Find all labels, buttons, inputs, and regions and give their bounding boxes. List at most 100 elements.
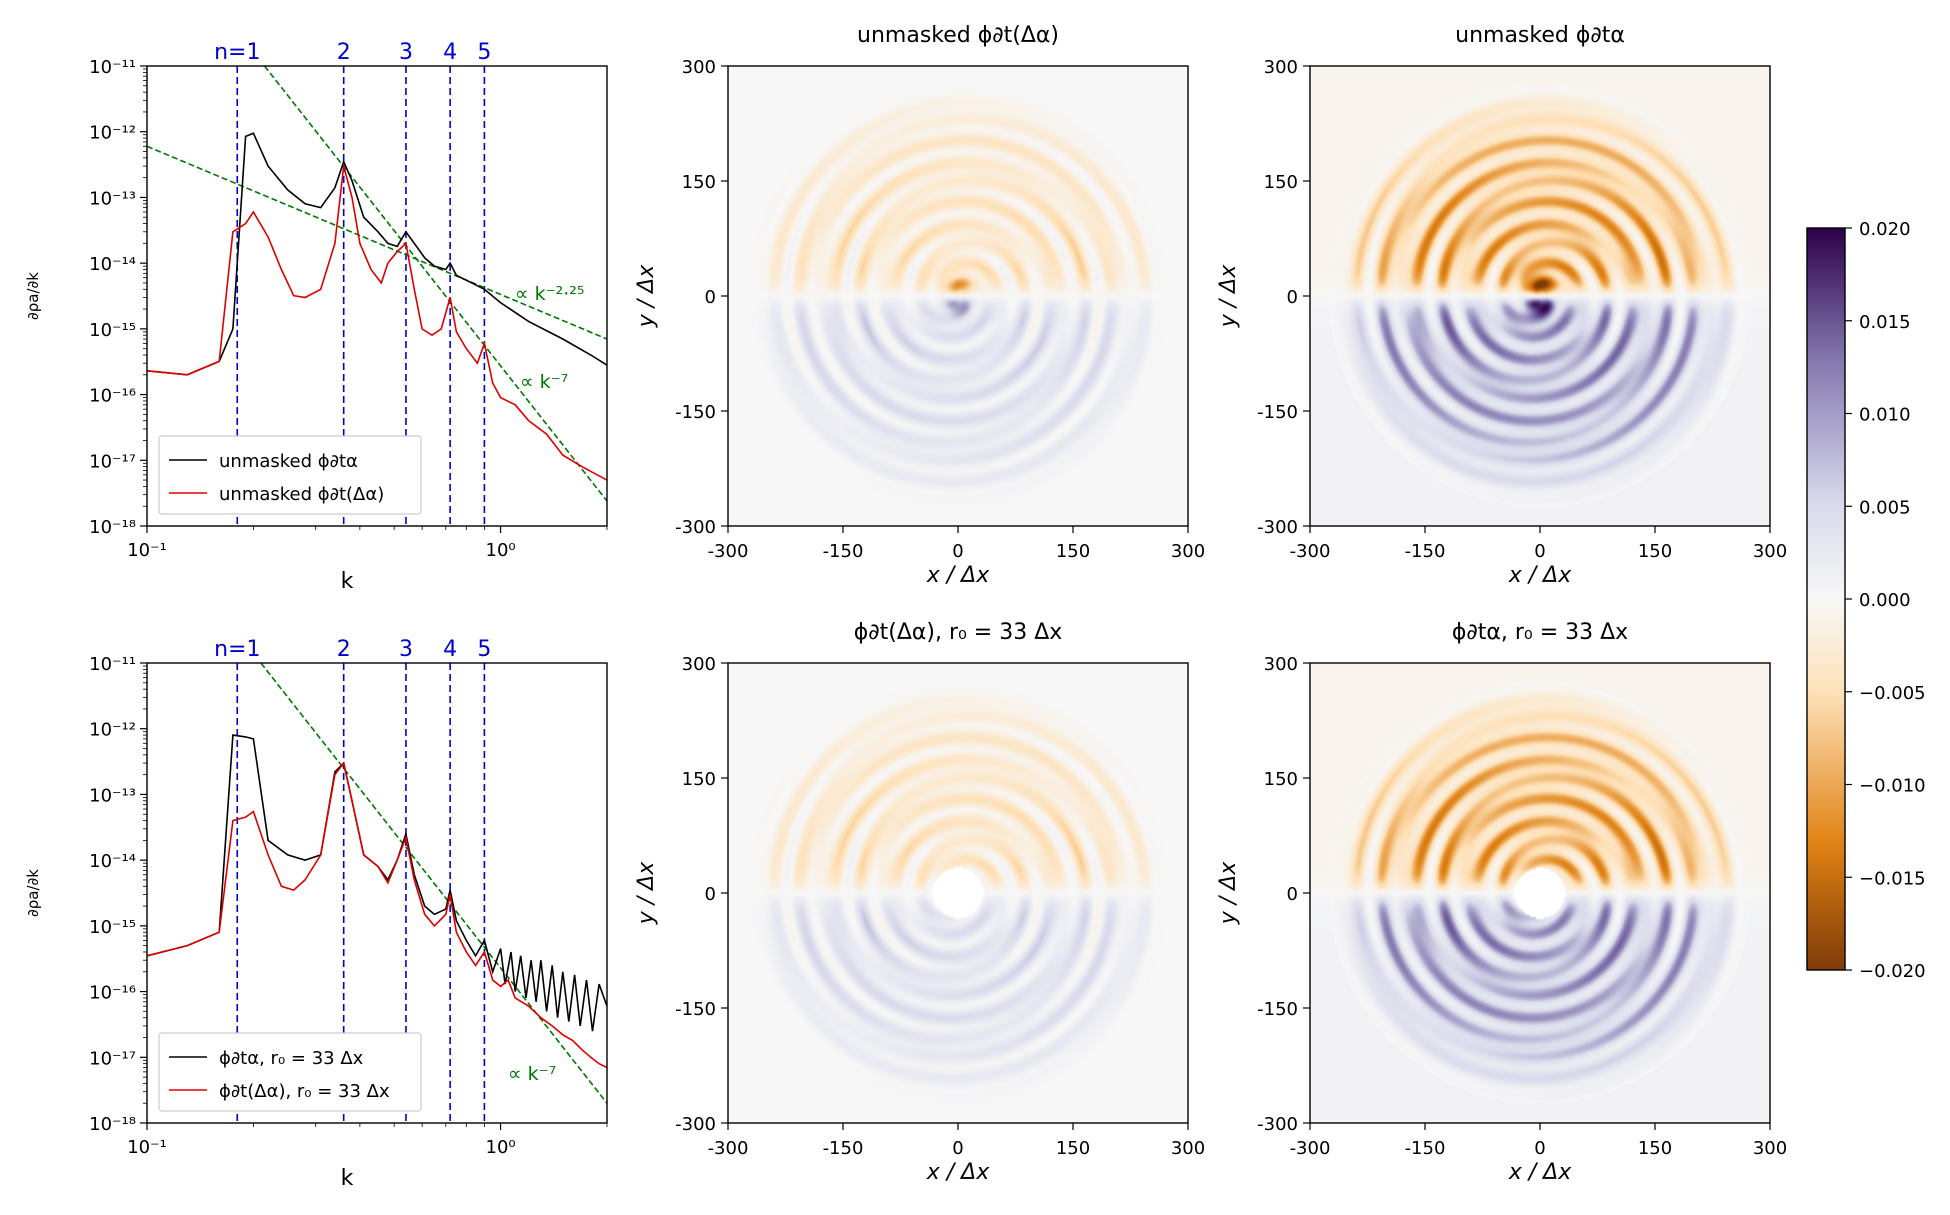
harmonic-label-1: n=1 — [214, 40, 260, 65]
heatmap-title: ϕ∂tα, r₀ = 33 Δx — [1452, 620, 1628, 645]
power-law-fit-1 — [260, 663, 607, 1104]
fit-label-1: ∝ k⁻²·²⁵ — [515, 283, 585, 305]
x-tick-label: 0 — [952, 1138, 963, 1159]
colorbar-tick-label: −0.015 — [1859, 868, 1926, 889]
series-line-2 — [147, 165, 607, 481]
x-tick-label: 150 — [1056, 1138, 1090, 1159]
series-line-2 — [147, 761, 607, 1069]
y-tick-label: 10⁻¹⁸ — [89, 1114, 136, 1135]
harmonic-label-3: 3 — [399, 40, 413, 65]
x-tick-label: -300 — [708, 541, 749, 562]
x-axis-label: k — [341, 569, 354, 594]
x-tick-label: -150 — [823, 541, 864, 562]
colorbar-tick-label: −0.005 — [1859, 683, 1926, 704]
y-tick-label: -150 — [675, 402, 716, 423]
y-tick-label: 150 — [682, 172, 716, 193]
colorbar-tick-label: 0.000 — [1859, 590, 1911, 611]
heatmap-panel-3: ϕ∂t(Δα), r₀ = 33 Δx -300 -150 0 150 300 300 150… — [634, 620, 1205, 1185]
power-law-fit-1 — [147, 145, 607, 340]
y-tick-label: 10⁻¹⁷ — [89, 1048, 136, 1069]
x-axis-label: k — [341, 1166, 354, 1191]
heatmap-title: unmasked ϕ∂t(Δα) — [857, 23, 1059, 48]
y-tick-label: 300 — [1264, 654, 1298, 675]
heatmap-panel-1: unmasked ϕ∂t(Δα) -300 -150 0 150 300 300 150 0 -1… — [634, 23, 1205, 588]
y-axis-label: y / Δx — [1216, 264, 1241, 328]
plot-layer: n=1 2 3 4 5 ∝ k⁻²·²⁵ ∝ k⁻⁷ 10⁻¹¹ 10⁻¹² 10⁻¹³ 10⁻¹⁴… — [24, 23, 1926, 1191]
heatmap-panel-2: unmasked ϕ∂tα -300 -150 0 150 300 300 150 0 -150 -… — [1216, 23, 1787, 588]
x-axis-label: x / Δx — [1508, 563, 1572, 588]
y-axis-label: y / Δx — [1216, 861, 1241, 925]
harmonic-label-2: 2 — [337, 40, 351, 65]
x-tick-label: 0 — [952, 541, 963, 562]
harmonic-label-4: 4 — [443, 40, 457, 65]
axes-frame — [146, 65, 608, 527]
x-tick-label: 150 — [1638, 541, 1672, 562]
fit-label-1: ∝ k⁻⁷ — [508, 1063, 556, 1085]
y-tick-label: 0 — [1287, 884, 1298, 905]
series-line-1 — [147, 734, 607, 1032]
x-tick-label: 300 — [1753, 1138, 1787, 1159]
y-tick-label: 150 — [682, 769, 716, 790]
spectrum-panel-1: n=1 2 3 4 5 ∝ k⁻²·²⁵ ∝ k⁻⁷ 10⁻¹¹ 10⁻¹² 10⁻¹³ 10⁻¹⁴… — [24, 40, 608, 594]
heatmap-image — [1310, 66, 1770, 526]
x-tick-label: -150 — [1405, 541, 1446, 562]
y-tick-label: 10⁻¹⁴ — [89, 254, 136, 275]
y-tick-label: -300 — [675, 1114, 716, 1135]
colorbar-tick-label: −0.020 — [1859, 961, 1926, 982]
harmonic-label-2: 2 — [337, 637, 351, 662]
y-tick-label: -300 — [675, 517, 716, 538]
x-tick-label: 10⁰ — [486, 1137, 516, 1158]
y-axis-label: ∂ρa/∂k — [24, 272, 42, 320]
colorbar-tick-label: 0.005 — [1859, 497, 1911, 518]
power-law-fit-2 — [263, 66, 607, 502]
x-tick-label: -300 — [1290, 1138, 1331, 1159]
x-axis-label: x / Δx — [1508, 1160, 1572, 1185]
fit-label-2: ∝ k⁻⁷ — [520, 371, 568, 393]
y-tick-label: -300 — [1257, 1114, 1298, 1135]
series-line-1 — [147, 132, 607, 376]
y-tick-label: 10⁻¹⁶ — [89, 983, 136, 1004]
y-tick-label: -150 — [675, 999, 716, 1020]
x-tick-label: 10⁻¹ — [127, 540, 167, 561]
plot-area — [147, 663, 607, 1123]
y-tick-label: 0 — [705, 884, 716, 905]
x-tick-label: -300 — [708, 1138, 749, 1159]
y-tick-label: -150 — [1257, 402, 1298, 423]
x-tick-label: 10⁻¹ — [127, 1137, 167, 1158]
colorbar-tick-label: 0.015 — [1859, 312, 1911, 333]
legend-label-1: ϕ∂tα, r₀ = 33 Δx — [219, 1048, 364, 1069]
colorbar-tick-label: 0.010 — [1859, 405, 1911, 426]
y-axis-label: ∂ρa/∂k — [24, 869, 42, 917]
y-tick-label: 10⁻¹¹ — [89, 57, 136, 78]
y-tick-label: 10⁻¹⁸ — [89, 517, 136, 538]
harmonic-label-5: 5 — [477, 637, 491, 662]
legend-label-2: unmasked ϕ∂t(Δα) — [219, 484, 384, 505]
y-tick-label: 300 — [682, 654, 716, 675]
x-tick-label: 0 — [1534, 1138, 1545, 1159]
heatmap-title: ϕ∂t(Δα), r₀ = 33 Δx — [854, 620, 1063, 645]
y-tick-label: 10⁻¹⁴ — [89, 851, 136, 872]
legend-label-1: unmasked ϕ∂tα — [219, 451, 358, 472]
x-tick-label: 300 — [1171, 1138, 1205, 1159]
legend-box — [158, 435, 422, 515]
y-tick-label: 300 — [1264, 57, 1298, 78]
y-tick-label: 10⁻¹⁶ — [89, 386, 136, 407]
y-tick-label: 10⁻¹³ — [89, 188, 136, 209]
colorbar-tick-label: −0.010 — [1859, 776, 1926, 797]
y-tick-label: 10⁻¹² — [89, 720, 136, 741]
colorbar: 0.020 0.015 0.010 0.005 0.000 −0.005 −0.010 −0.… — [1806, 219, 1926, 982]
y-tick-label: 10⁻¹⁷ — [89, 451, 136, 472]
harmonic-label-1: n=1 — [214, 637, 260, 662]
plot-area — [147, 66, 607, 526]
y-tick-label: 0 — [705, 287, 716, 308]
y-tick-label: 10⁻¹² — [89, 123, 136, 144]
x-axis-label: x / Δx — [926, 1160, 990, 1185]
spectrum-panel-2: n=1 2 3 4 5 ∝ k⁻⁷ 10⁻¹¹ 10⁻¹² 10⁻¹³ 10⁻¹⁴ 10⁻¹⁵ 10⁻… — [24, 637, 608, 1191]
y-axis-label: y / Δx — [634, 861, 659, 925]
x-tick-label: -150 — [823, 1138, 864, 1159]
heatmap-image — [1310, 663, 1770, 1123]
y-tick-label: 150 — [1264, 172, 1298, 193]
colorbar-tick-label: 0.020 — [1859, 219, 1911, 240]
heatmap-image — [728, 66, 1188, 526]
